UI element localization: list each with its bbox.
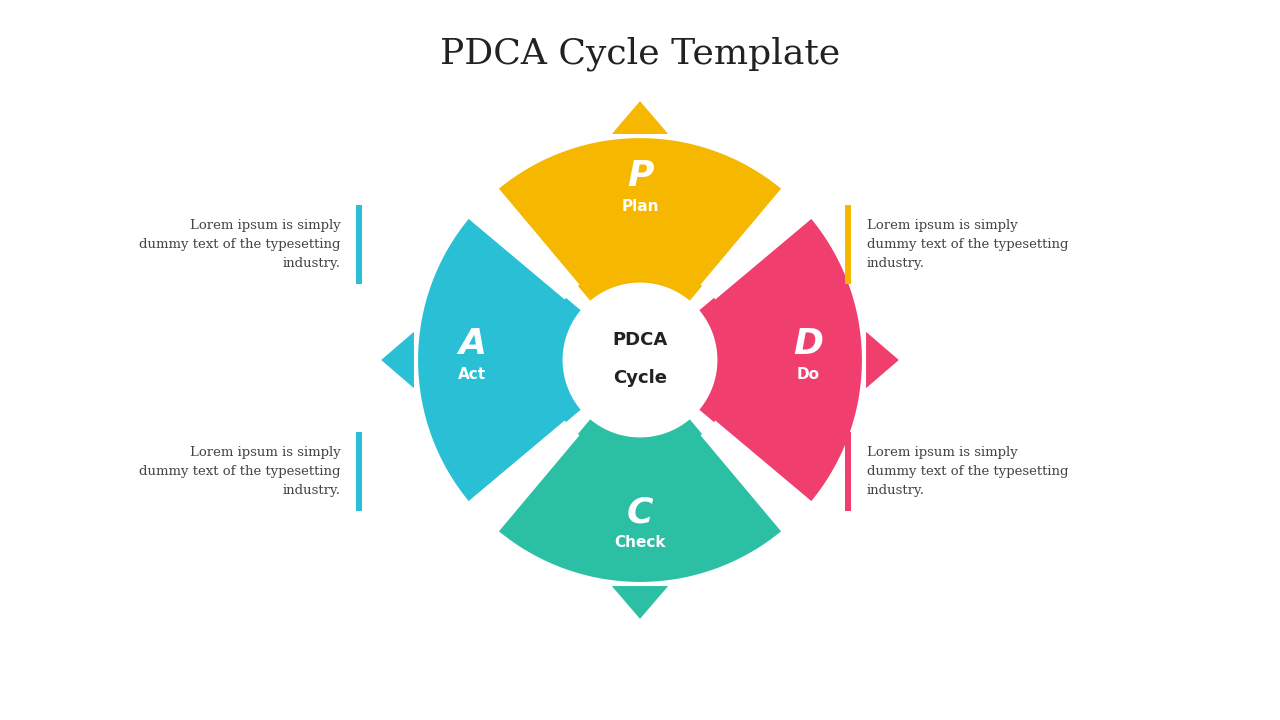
Polygon shape xyxy=(707,216,864,504)
Text: PDCA Cycle Template: PDCA Cycle Template xyxy=(440,37,840,71)
Polygon shape xyxy=(544,298,581,422)
Text: Lorem ipsum is simply
dummy text of the typesetting
industry.: Lorem ipsum is simply dummy text of the … xyxy=(867,446,1068,497)
Text: Plan: Plan xyxy=(621,199,659,214)
Bar xyxy=(845,205,851,284)
Text: Lorem ipsum is simply
dummy text of the typesetting
industry.: Lorem ipsum is simply dummy text of the … xyxy=(140,446,340,497)
Text: D: D xyxy=(794,327,823,361)
Bar xyxy=(356,205,362,284)
Polygon shape xyxy=(497,136,783,293)
Text: C: C xyxy=(627,495,653,529)
Text: Check: Check xyxy=(614,535,666,550)
Polygon shape xyxy=(612,586,668,618)
Polygon shape xyxy=(867,332,899,388)
Text: PDCA: PDCA xyxy=(612,330,668,348)
Polygon shape xyxy=(577,419,703,456)
Text: Lorem ipsum is simply
dummy text of the typesetting
industry.: Lorem ipsum is simply dummy text of the … xyxy=(140,220,340,270)
Text: Lorem ipsum is simply
dummy text of the typesetting
industry.: Lorem ipsum is simply dummy text of the … xyxy=(867,220,1068,270)
Polygon shape xyxy=(577,264,703,301)
Text: Do: Do xyxy=(796,367,819,382)
Polygon shape xyxy=(699,298,736,422)
Polygon shape xyxy=(416,216,573,504)
Polygon shape xyxy=(497,427,783,584)
Bar xyxy=(845,432,851,511)
Bar xyxy=(356,432,362,511)
Polygon shape xyxy=(612,102,668,134)
Text: P: P xyxy=(627,159,653,193)
Ellipse shape xyxy=(553,273,727,447)
Text: Cycle: Cycle xyxy=(613,369,667,387)
Polygon shape xyxy=(381,332,413,388)
Text: A: A xyxy=(458,327,486,361)
Text: Act: Act xyxy=(458,367,486,382)
